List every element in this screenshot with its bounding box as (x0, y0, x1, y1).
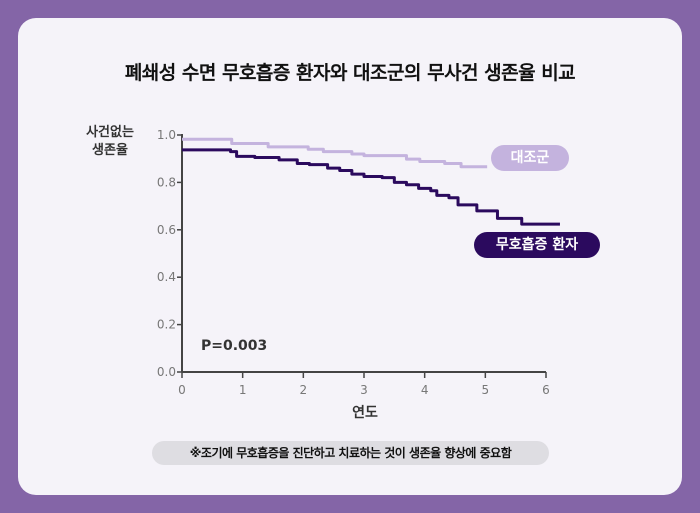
y-tick-label: 0.6 (157, 223, 176, 237)
x-tick-label: 3 (360, 383, 368, 397)
y-tick-label: 0.4 (157, 270, 176, 284)
p-value-annotation: P=0.003 (201, 338, 268, 354)
x-tick-label: 5 (482, 383, 490, 397)
footnote: ※조기에 무호흡증을 진단하고 치료하는 것이 생존율 향상에 중요함 (152, 441, 549, 465)
survival-curve-control (182, 137, 488, 169)
survival-curve-patient (182, 148, 560, 226)
y-tick-label: 0.2 (157, 318, 176, 332)
chart-title: 폐쇄성 수면 무호흡증 환자와 대조군의 무사건 생존율 비교 (124, 62, 576, 84)
x-tick-label: 1 (239, 383, 247, 397)
x-tick-label: 0 (178, 383, 186, 397)
x-axis-label: 연도 (352, 405, 378, 421)
x-tick-label: 4 (421, 383, 429, 397)
legend-control: 대조군 (491, 145, 569, 171)
y-tick-label: 1.0 (157, 128, 176, 142)
x-tick-label: 6 (542, 383, 550, 397)
y-tick-label: 0.8 (157, 175, 176, 189)
y-tick-label: 0.0 (157, 365, 176, 379)
y-axis-label: 사건없는 생존율 (86, 125, 134, 158)
legend-patient: 무호흡증 환자 (474, 232, 600, 258)
x-tick-label: 2 (300, 383, 308, 397)
